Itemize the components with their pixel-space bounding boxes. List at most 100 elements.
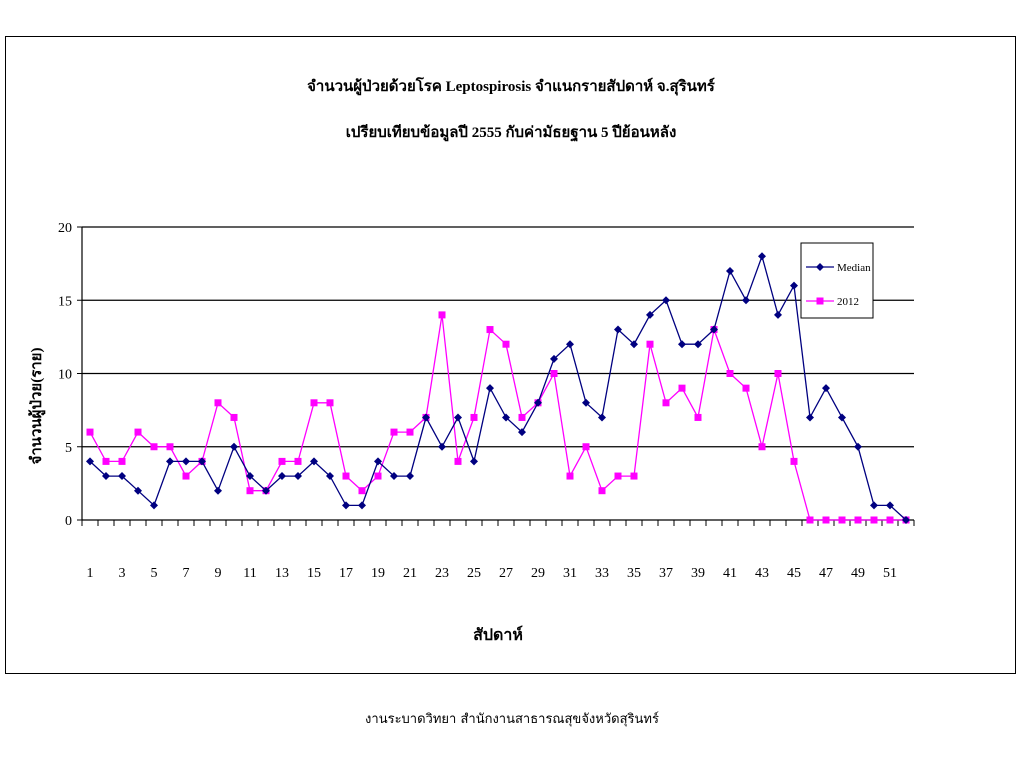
x-tick-label: 43 <box>755 566 769 581</box>
y-tick-label: 5 <box>65 441 72 456</box>
x-tick-label: 5 <box>151 566 158 581</box>
data-point-2012 <box>134 428 142 436</box>
data-point-2012 <box>342 472 350 480</box>
x-tick-label: 13 <box>275 566 289 581</box>
x-tick-label: 21 <box>403 566 417 581</box>
data-point-2012 <box>182 472 190 480</box>
data-point-2012 <box>614 472 622 480</box>
data-point-median <box>902 516 910 524</box>
data-point-median <box>566 340 574 349</box>
data-point-2012 <box>118 457 126 465</box>
x-tick-label: 9 <box>215 566 222 581</box>
data-point-median <box>150 501 158 510</box>
data-point-median <box>230 442 238 451</box>
data-point-2012 <box>214 399 222 407</box>
y-tick-label: 10 <box>58 368 72 383</box>
x-tick-label: 31 <box>563 566 577 581</box>
data-point-2012 <box>854 516 862 524</box>
line-chart: จำนวนผู้ป่วยด้วยโรค Leptospirosis จำแนกร… <box>28 76 915 644</box>
y-tick-label: 0 <box>65 514 72 529</box>
data-point-median <box>598 413 606 422</box>
data-point-2012 <box>470 413 478 421</box>
axes <box>77 226 915 526</box>
data-point-2012 <box>726 370 734 377</box>
data-point-median <box>470 457 478 466</box>
data-point-median <box>262 486 270 495</box>
data-point-median <box>246 472 254 481</box>
data-point-median <box>198 457 206 466</box>
data-point-median <box>374 457 382 466</box>
data-point-2012 <box>742 384 750 392</box>
x-tick-label: 51 <box>883 566 897 581</box>
data-point-2012 <box>662 399 670 407</box>
data-point-2012 <box>790 457 798 465</box>
data-point-median <box>806 413 814 422</box>
data-point-2012 <box>598 487 606 495</box>
series-2012 <box>86 311 910 524</box>
chart-title: จำนวนผู้ป่วยด้วยโรค Leptospirosis จำแนกร… <box>307 76 716 96</box>
x-axis-label: สัปดาห์ <box>473 625 523 644</box>
footer-text: งานระบาดวิทยา สำนักงานสาธารณสุขจังหวัดสุ… <box>365 712 659 727</box>
data-point-median <box>630 340 638 349</box>
data-point-2012 <box>774 370 782 377</box>
x-tick-label: 23 <box>435 566 449 581</box>
data-point-2012 <box>630 472 638 480</box>
y-tick-label: 20 <box>58 221 72 236</box>
data-point-2012 <box>230 413 238 421</box>
x-tick-label: 7 <box>183 566 190 581</box>
data-point-median <box>502 413 510 422</box>
data-point-median <box>646 310 654 319</box>
x-tick-label: 25 <box>467 566 481 581</box>
data-point-2012 <box>582 443 590 451</box>
data-point-2012 <box>486 326 494 334</box>
data-point-2012 <box>694 413 702 421</box>
x-tick-labels: 1 3 5 7 9 11 13 15 17 19 21 23 25 27 29 31 33 35 37 39 41 43 4… <box>87 566 898 581</box>
y-axis-label: จำนวนผู้ป่วย(ราย) <box>28 348 46 465</box>
data-point-2012 <box>294 457 302 465</box>
data-point-median <box>326 472 334 481</box>
data-point-median <box>422 413 430 422</box>
data-point-median <box>774 310 782 319</box>
x-tick-label: 11 <box>243 566 256 581</box>
data-point-2012 <box>406 428 414 436</box>
data-point-median <box>838 413 846 422</box>
data-point-median <box>454 413 462 422</box>
x-tick-label: 1 <box>87 566 94 581</box>
legend-box <box>800 242 874 319</box>
data-point-median <box>886 501 894 510</box>
x-tick-label: 17 <box>339 566 353 581</box>
data-point-median <box>406 472 414 481</box>
data-point-median <box>182 457 190 466</box>
x-tick-label: 47 <box>819 566 833 581</box>
y-tick-label: 15 <box>58 294 72 309</box>
series-median <box>86 252 910 524</box>
data-point-median <box>678 340 686 349</box>
legend-median-marker <box>816 263 824 271</box>
data-point-median <box>358 501 366 510</box>
x-tick-label: 27 <box>499 566 513 581</box>
data-point-median <box>726 266 734 275</box>
data-point-median <box>870 501 878 510</box>
data-point-median <box>438 442 446 451</box>
data-point-median <box>662 296 670 305</box>
x-tick-label: 41 <box>723 566 737 581</box>
data-point-median <box>518 428 526 437</box>
x-tick-label: 15 <box>307 566 321 581</box>
data-point-median <box>694 340 702 349</box>
data-point-median <box>790 281 798 290</box>
x-tick-label: 33 <box>595 566 609 581</box>
series-line-2012 <box>89 314 906 521</box>
data-point-2012 <box>166 443 174 451</box>
data-point-2012 <box>870 516 878 524</box>
y-tick-labels: 0 5 10 15 20 <box>58 221 72 529</box>
data-point-2012 <box>518 413 526 421</box>
x-tick-label: 19 <box>371 566 385 581</box>
x-tick-label: 45 <box>787 566 801 581</box>
data-point-median <box>550 354 558 363</box>
data-point-2012 <box>246 487 254 495</box>
data-point-2012 <box>502 340 510 348</box>
data-point-2012 <box>326 399 334 407</box>
series-line-median <box>89 254 907 521</box>
data-point-median <box>102 472 110 481</box>
data-point-median <box>166 457 174 466</box>
